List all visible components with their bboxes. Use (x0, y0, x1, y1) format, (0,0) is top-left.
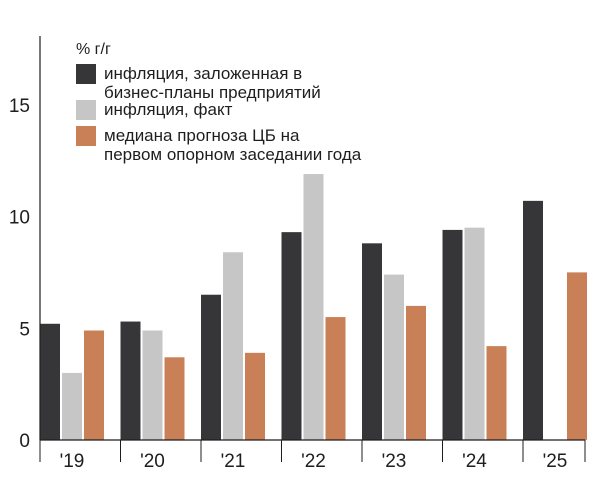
x-tick-label: '25 (543, 451, 568, 472)
bar (223, 252, 243, 440)
y-tick-label: 0 (19, 431, 30, 452)
bar (245, 352, 265, 440)
x-tick-label: '24 (462, 451, 487, 472)
x-tick-label: '21 (221, 451, 246, 472)
x-tick-label: '19 (60, 451, 85, 472)
legend-swatch (76, 100, 96, 120)
bar (164, 357, 185, 440)
legend-swatch (76, 64, 96, 84)
bar (40, 323, 60, 440)
y-axis-unit: % г/г (76, 41, 111, 58)
bar (84, 330, 104, 440)
bar (325, 317, 346, 440)
x-tick-label: '20 (140, 451, 165, 472)
bar (120, 321, 141, 440)
bar (362, 243, 382, 440)
y-tick-label: 15 (9, 96, 30, 117)
legend-swatch (76, 126, 96, 146)
bar (142, 330, 163, 440)
bar (281, 232, 302, 440)
bar (303, 174, 324, 440)
y-tick-label: 10 (9, 208, 30, 229)
legend-label: бизнес-планы предприятий (104, 83, 321, 102)
bar (201, 294, 221, 440)
legend-label: первом опорном заседании года (104, 145, 362, 164)
legend-label: медиана прогноза ЦБ на (104, 126, 300, 145)
bar (464, 227, 485, 440)
bar (384, 274, 404, 440)
bar (486, 346, 507, 440)
bar (442, 229, 463, 440)
legend-label: инфляция, факт (104, 100, 233, 119)
axes (39, 36, 585, 441)
bar (523, 200, 543, 440)
y-tick-label: 5 (19, 319, 30, 340)
x-tick-label: '23 (382, 451, 407, 472)
legend-label: инфляция, заложенная в (104, 64, 302, 83)
x-axis-ticks: '19 '20 '21 '22 '23 '24 '25 (39, 440, 586, 472)
bar (406, 305, 426, 440)
bar (567, 272, 587, 440)
bar (62, 372, 82, 440)
y-axis-ticks: 0 5 10 15 (9, 96, 30, 452)
x-tick-label: '22 (301, 451, 326, 472)
bars (40, 174, 587, 440)
